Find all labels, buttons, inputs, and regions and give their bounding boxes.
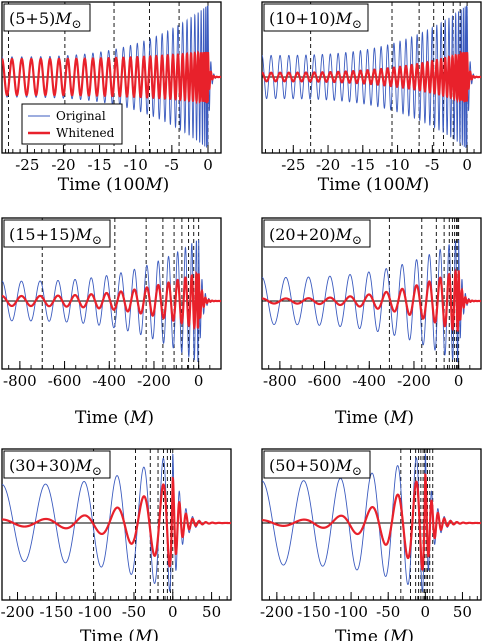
mass-label-box [263, 219, 371, 248]
tick-label: 50 [453, 603, 472, 621]
tick-label: -25 [281, 156, 305, 174]
tick-label: -400 [92, 372, 126, 390]
tick-label: -800 [263, 372, 297, 390]
tick-label: -10 [124, 156, 148, 174]
mass-label: (5+5)M⊙ [9, 9, 82, 31]
series-line-original [262, 453, 481, 593]
tick-label: 0 [203, 156, 213, 174]
x-axis-title: Time (M) [335, 627, 414, 641]
tick-label: -600 [308, 372, 342, 390]
tick-label: -600 [48, 372, 82, 390]
mass-label: (30+30)M⊙ [9, 456, 102, 478]
mass-label-box [3, 450, 111, 479]
mass-label-box [263, 450, 371, 479]
tick-label: -200 [260, 603, 294, 621]
series-line-whitened [2, 476, 231, 568]
series-line-whitened [262, 50, 481, 104]
mass-label: (15+15)M⊙ [9, 225, 102, 247]
series-line-whitened [2, 50, 221, 105]
tick-label: -15 [87, 156, 111, 174]
tick-label: 0 [421, 603, 431, 621]
tick-label: -800 [3, 372, 37, 390]
mass-label: (10+10)M⊙ [269, 9, 362, 31]
tick-label: -50 [376, 603, 400, 621]
tick-label: -150 [39, 603, 73, 621]
chart-panel-4: -800 -600 -400 -200 0 Time (M) (20+20)M⊙ [261, 217, 482, 428]
tick-label: -200 [397, 372, 431, 390]
x-axis-title: Time (M) [80, 627, 159, 641]
tick-label: -150 [297, 603, 331, 621]
tick-label: -400 [352, 372, 386, 390]
mass-label-box [3, 219, 111, 248]
x-axis-title: Time (M) [335, 408, 414, 428]
tick-label: -5 [165, 156, 180, 174]
tick-label: -20 [316, 156, 340, 174]
tick-label: -200 [137, 372, 171, 390]
x-axis-title: Time (100M) [318, 175, 430, 195]
tick-label: 0 [168, 603, 178, 621]
series-line-original [2, 453, 231, 592]
chart-panel-3: -800 -600 -400 -200 0 Time (M) (15+15)M⊙ [1, 217, 222, 428]
tick-label: -100 [78, 603, 112, 621]
x-axis-title: Time (100M) [58, 175, 170, 195]
chart-panel-2: -25 -20 -15 -10 -5 0 Time (100M) (10+10)M⊙ [261, 1, 482, 195]
legend-label-original: Original [56, 109, 106, 123]
tick-label: -25 [15, 156, 39, 174]
tick-label: -20 [51, 156, 75, 174]
series-line-whitened [2, 270, 221, 331]
tick-label: -10 [385, 156, 409, 174]
series-line-whitened [262, 268, 481, 332]
series-line-original [262, 5, 481, 148]
tick-label: -15 [351, 156, 375, 174]
tick-label: -100 [334, 603, 368, 621]
legend: Original Whitened [21, 103, 123, 145]
tick-label: -5 [425, 156, 440, 174]
series-line-original [2, 239, 221, 362]
tick-label: 0 [462, 156, 472, 174]
chart-panel-1: -25 -20 -15 -10 -5 0 Time (100M) (5+5)M⊙ Origina… [1, 1, 222, 195]
tick-label: -50 [122, 603, 146, 621]
mass-label: (50+50)M⊙ [269, 456, 362, 478]
mass-label-box [263, 3, 369, 32]
tick-label: 50 [202, 603, 221, 621]
tick-label: -200 [1, 603, 35, 621]
series-line-whitened [262, 472, 481, 572]
legend-box [21, 103, 123, 145]
chart-panel-6: -200 -150 -100 -50 0 50 Time (M) (50+50)M⊙ [260, 448, 482, 641]
series-line-original [262, 239, 481, 363]
chart-panel-5: -200 -150 -100 -50 0 50 Time (M) (30+30)M⊙ [1, 448, 232, 641]
tick-label: 0 [454, 372, 464, 390]
mass-label-box [3, 3, 91, 32]
mass-label: (20+20)M⊙ [269, 225, 362, 247]
x-axis-title: Time (M) [75, 408, 154, 428]
legend-label-whitened: Whitened [56, 126, 115, 140]
tick-label: 0 [194, 372, 204, 390]
